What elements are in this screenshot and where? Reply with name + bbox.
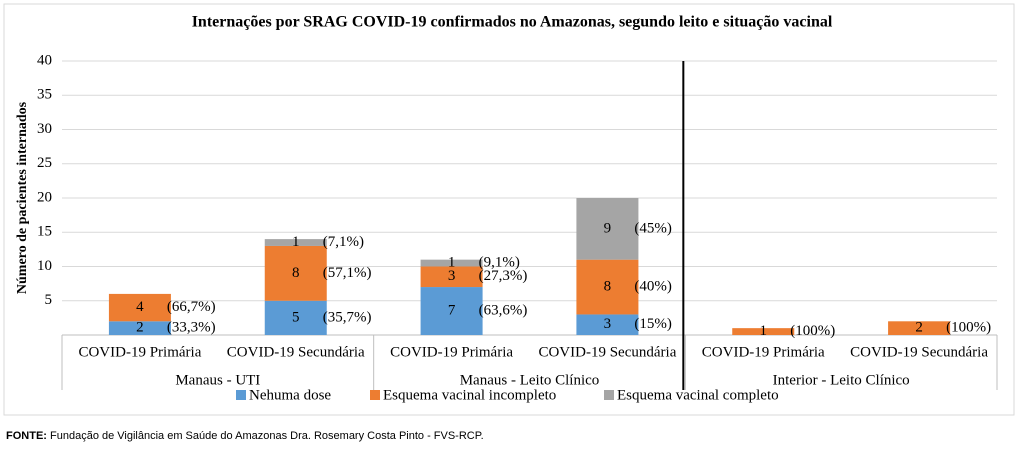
data-label: 2 — [915, 320, 923, 336]
y-tick-label: 25 — [37, 155, 52, 171]
percent-label: (27,3%) — [479, 268, 528, 284]
x-tick-label: COVID-19 Secundária — [538, 344, 676, 360]
bar-segment — [264, 239, 327, 246]
y-tick-label: 40 — [37, 52, 52, 68]
legend-label: Esquema vacinal completo — [617, 387, 779, 403]
data-label: 5 — [292, 309, 300, 325]
percent-label: (66,7%) — [167, 299, 216, 315]
bar-segment — [420, 287, 483, 335]
y-tick-label: 15 — [37, 224, 52, 240]
x-tick-label: COVID-19 Primária — [702, 344, 825, 360]
percent-label: (45%) — [634, 220, 672, 236]
percent-label: (57,1%) — [323, 265, 372, 281]
data-label: 3 — [604, 316, 612, 332]
x-tick-label: COVID-19 Secundária — [850, 344, 988, 360]
footer: FONTE: Fundação de Vigilância em Saúde d… — [6, 430, 484, 442]
percent-label: (100%) — [946, 320, 991, 336]
bar-segment — [576, 314, 639, 335]
bar-segment — [576, 198, 639, 260]
bar-segment — [108, 293, 171, 322]
chart-border — [3, 3, 1015, 416]
group-label: Manaus - Leito Clínico — [460, 372, 600, 388]
chart-title: Internações por SRAG COVID-19 confirmado… — [192, 14, 833, 31]
data-label: 9 — [604, 220, 612, 236]
x-tick-label: COVID-19 Secundária — [227, 344, 365, 360]
bar-segment — [888, 321, 951, 335]
percent-label: (9,1%) — [479, 255, 520, 271]
data-label: 4 — [136, 299, 144, 315]
bar-segment — [108, 321, 171, 335]
percent-label: (15%) — [634, 316, 672, 332]
data-label: 1 — [760, 323, 768, 339]
bar-segment — [264, 300, 327, 335]
bar-segment — [264, 245, 327, 301]
data-label: 8 — [292, 265, 300, 281]
percent-label: (7,1%) — [323, 234, 364, 250]
legend-label: Esquema vacinal incompleto — [383, 387, 556, 403]
group-label: Interior - Leito Clínico — [773, 372, 910, 388]
percent-label: (100%) — [790, 323, 835, 339]
legend-label: Nehuma dose — [249, 387, 331, 403]
data-label: 3 — [448, 268, 456, 284]
data-label: 8 — [604, 278, 612, 294]
data-label: 1 — [292, 234, 300, 250]
bar-segment — [576, 259, 639, 315]
bar-segment — [732, 328, 795, 335]
y-axis-label: Número de pacientes internados — [15, 101, 30, 294]
source-text: Fundação de Vigilância em Saúde do Amazo… — [46, 430, 484, 442]
percent-label: (35,7%) — [323, 309, 372, 325]
y-tick-label: 30 — [37, 121, 52, 137]
y-tick-label: 35 — [37, 87, 52, 103]
source-label: FONTE: — [6, 430, 47, 442]
group-label: Manaus - UTI — [175, 372, 260, 388]
y-tick-label: 5 — [45, 292, 53, 308]
data-label: 1 — [448, 255, 456, 271]
data-label: 7 — [448, 302, 456, 318]
legend-swatch — [370, 390, 380, 400]
percent-label: (63,6%) — [479, 302, 528, 318]
legend-swatch — [604, 390, 614, 400]
bar-segment — [420, 266, 483, 288]
percent-label: (33,3%) — [167, 320, 216, 336]
percent-label: (40%) — [634, 278, 672, 294]
x-tick-label: COVID-19 Primária — [78, 344, 201, 360]
y-tick-label: 20 — [37, 189, 52, 205]
legend-swatch — [236, 390, 246, 400]
chart: Internações por SRAG COVID-19 confirmado… — [3, 3, 1015, 416]
data-label: 2 — [136, 320, 144, 336]
x-tick-label: COVID-19 Primária — [390, 344, 513, 360]
y-tick-label: 10 — [37, 258, 52, 274]
bar-segment — [420, 259, 483, 267]
